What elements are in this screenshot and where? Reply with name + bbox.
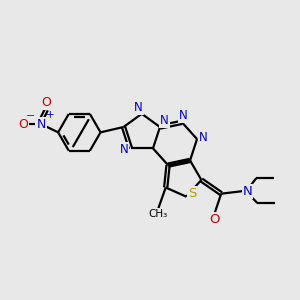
Text: N: N <box>199 131 208 144</box>
Text: N: N <box>36 118 46 130</box>
Text: N: N <box>179 110 188 122</box>
Text: N: N <box>134 101 142 114</box>
Text: −: − <box>26 111 35 121</box>
Text: O: O <box>19 118 28 130</box>
Text: N: N <box>120 143 128 156</box>
Text: N: N <box>160 114 169 127</box>
Text: +: + <box>46 110 54 120</box>
Text: S: S <box>188 187 196 200</box>
Text: O: O <box>41 96 51 110</box>
Text: CH₃: CH₃ <box>149 208 168 219</box>
Text: N: N <box>243 185 252 198</box>
Text: O: O <box>209 213 220 226</box>
